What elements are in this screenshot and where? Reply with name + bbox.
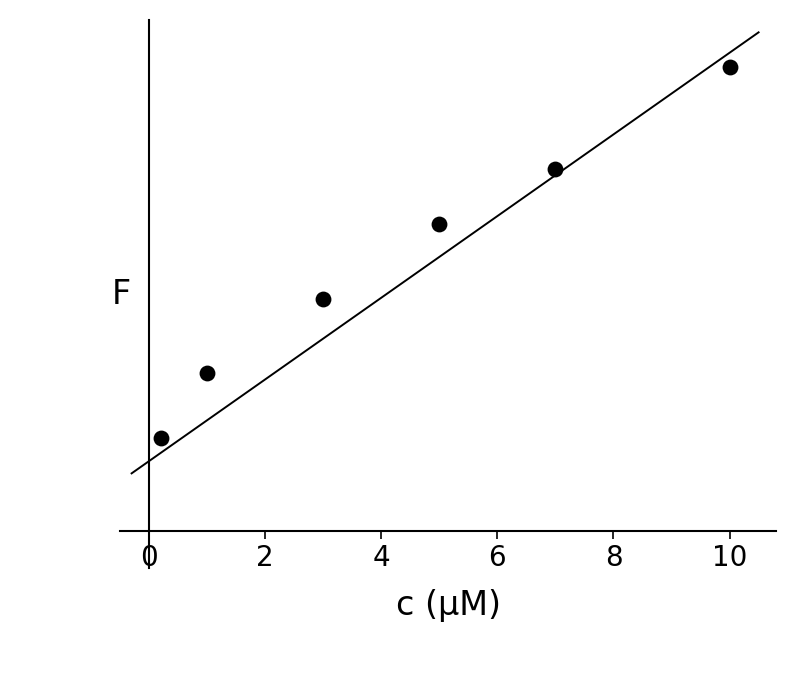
Point — [433, 219, 446, 230]
Y-axis label: F: F — [112, 278, 131, 310]
Point — [201, 368, 214, 379]
Point — [549, 164, 562, 174]
X-axis label: c (μM): c (μM) — [395, 589, 501, 621]
Point — [317, 293, 330, 304]
Point — [154, 433, 167, 443]
Point — [723, 62, 736, 72]
